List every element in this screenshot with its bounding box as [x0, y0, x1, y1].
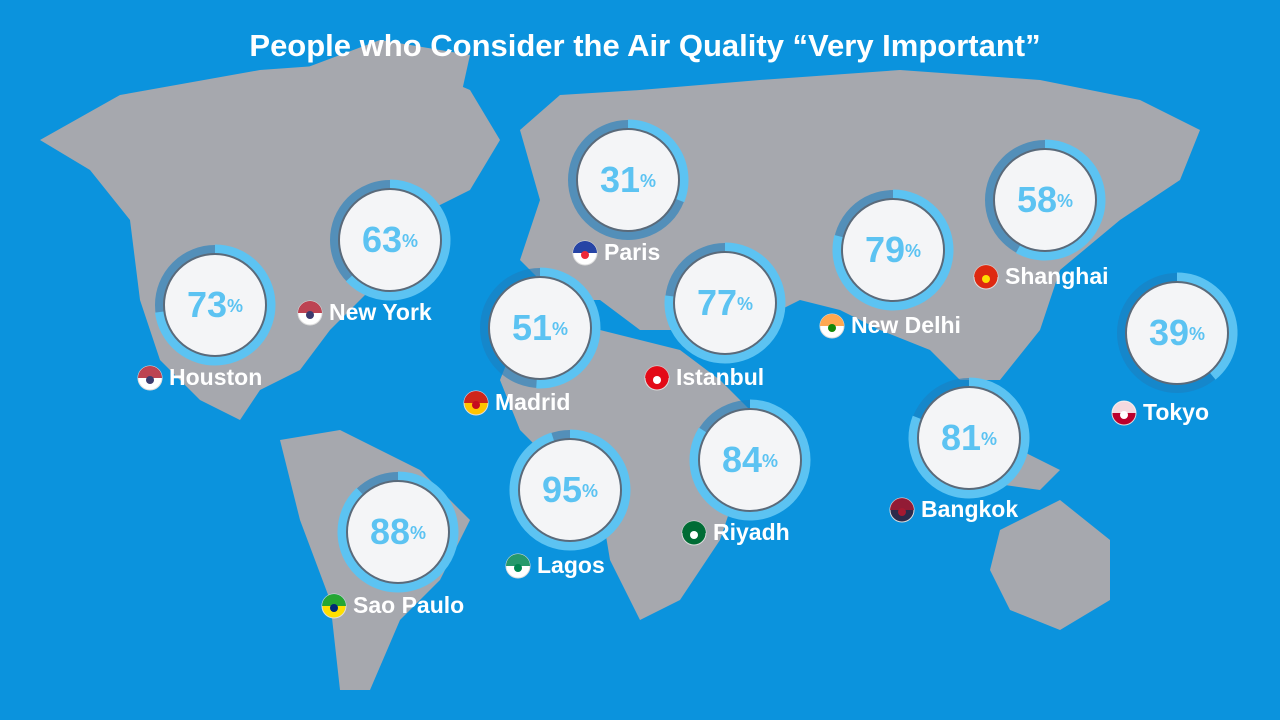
flag	[644, 365, 670, 391]
flag	[572, 240, 598, 266]
value-label: 63%	[362, 219, 418, 260]
flag-part	[330, 604, 338, 612]
flag	[1111, 400, 1137, 426]
city-label: Sao Paulo	[353, 592, 464, 618]
flag-part	[138, 366, 162, 378]
flag-part	[982, 275, 990, 283]
ring-arc	[536, 267, 601, 389]
value-label: 84%	[722, 439, 778, 480]
city-label: Istanbul	[676, 364, 764, 390]
ring-center	[673, 251, 777, 355]
flag-part	[1120, 411, 1128, 419]
flag	[889, 497, 915, 523]
flag	[681, 520, 707, 546]
city-label: Bangkok	[921, 496, 1018, 522]
flag-part	[828, 324, 836, 332]
flag	[505, 553, 531, 579]
flag	[297, 300, 323, 326]
flag-part	[146, 376, 154, 384]
ring-center	[841, 198, 945, 302]
flag-part	[682, 521, 706, 533]
value-label: 79%	[865, 229, 921, 270]
city-label: Paris	[604, 239, 660, 265]
flag-part	[464, 391, 488, 403]
flag-part	[581, 251, 589, 259]
ring-center	[518, 438, 622, 542]
value-label: 51%	[512, 307, 568, 348]
flag-part	[322, 594, 346, 606]
flag-part	[298, 301, 322, 313]
flag-part	[690, 531, 698, 539]
flag	[321, 593, 347, 619]
flag	[137, 365, 163, 391]
city-label: New Delhi	[851, 312, 961, 338]
ring-arc	[337, 471, 459, 593]
value-label: 39%	[1149, 312, 1205, 353]
ring-center	[163, 253, 267, 357]
ring-center	[346, 480, 450, 584]
ring-center	[993, 148, 1097, 252]
value-label: 77%	[697, 282, 753, 323]
flag-part	[573, 241, 597, 253]
value-label: 95%	[542, 469, 598, 510]
flag-part	[306, 311, 314, 319]
flag-part	[820, 314, 844, 326]
ring-arc	[664, 242, 786, 364]
city-label: Madrid	[495, 389, 570, 415]
flag	[463, 390, 489, 416]
ring-arc	[689, 399, 811, 521]
flag-part	[1112, 401, 1136, 413]
title: People who Consider the Air Quality “Ver…	[249, 28, 1040, 63]
city-label: Houston	[169, 364, 262, 390]
ring-arc	[1015, 139, 1106, 261]
ring-arc	[345, 179, 451, 301]
value-label: 88%	[370, 511, 426, 552]
flag-part	[645, 366, 669, 378]
value-label: 31%	[600, 159, 656, 200]
value-label: 58%	[1017, 179, 1073, 220]
ring-arc	[832, 189, 954, 311]
city-label: Shanghai	[1005, 263, 1109, 289]
flag-part	[890, 498, 914, 510]
flag-part	[472, 401, 480, 409]
flag	[819, 313, 845, 339]
ring-center	[917, 386, 1021, 490]
ring-center	[1125, 281, 1229, 385]
flag-part	[974, 265, 998, 277]
ring-center	[338, 188, 442, 292]
ring-arc	[627, 119, 689, 203]
ring-arc	[908, 377, 1030, 499]
flag-part	[653, 376, 661, 384]
ring-center	[698, 408, 802, 512]
flag-part	[506, 554, 530, 566]
ring-center	[488, 276, 592, 380]
ring-arc	[509, 429, 631, 551]
city-label: New York	[329, 299, 432, 325]
flag	[973, 264, 999, 290]
ring-arc	[154, 244, 276, 366]
ring-center	[576, 128, 680, 232]
flag-part	[898, 508, 906, 516]
city-label: Riyadh	[713, 519, 790, 545]
city-label: Tokyo	[1143, 399, 1209, 425]
city-label: Lagos	[537, 552, 605, 578]
value-label: 73%	[187, 284, 243, 325]
flag-part	[514, 564, 522, 572]
value-label: 81%	[941, 417, 997, 458]
ring-arc	[1176, 272, 1238, 380]
